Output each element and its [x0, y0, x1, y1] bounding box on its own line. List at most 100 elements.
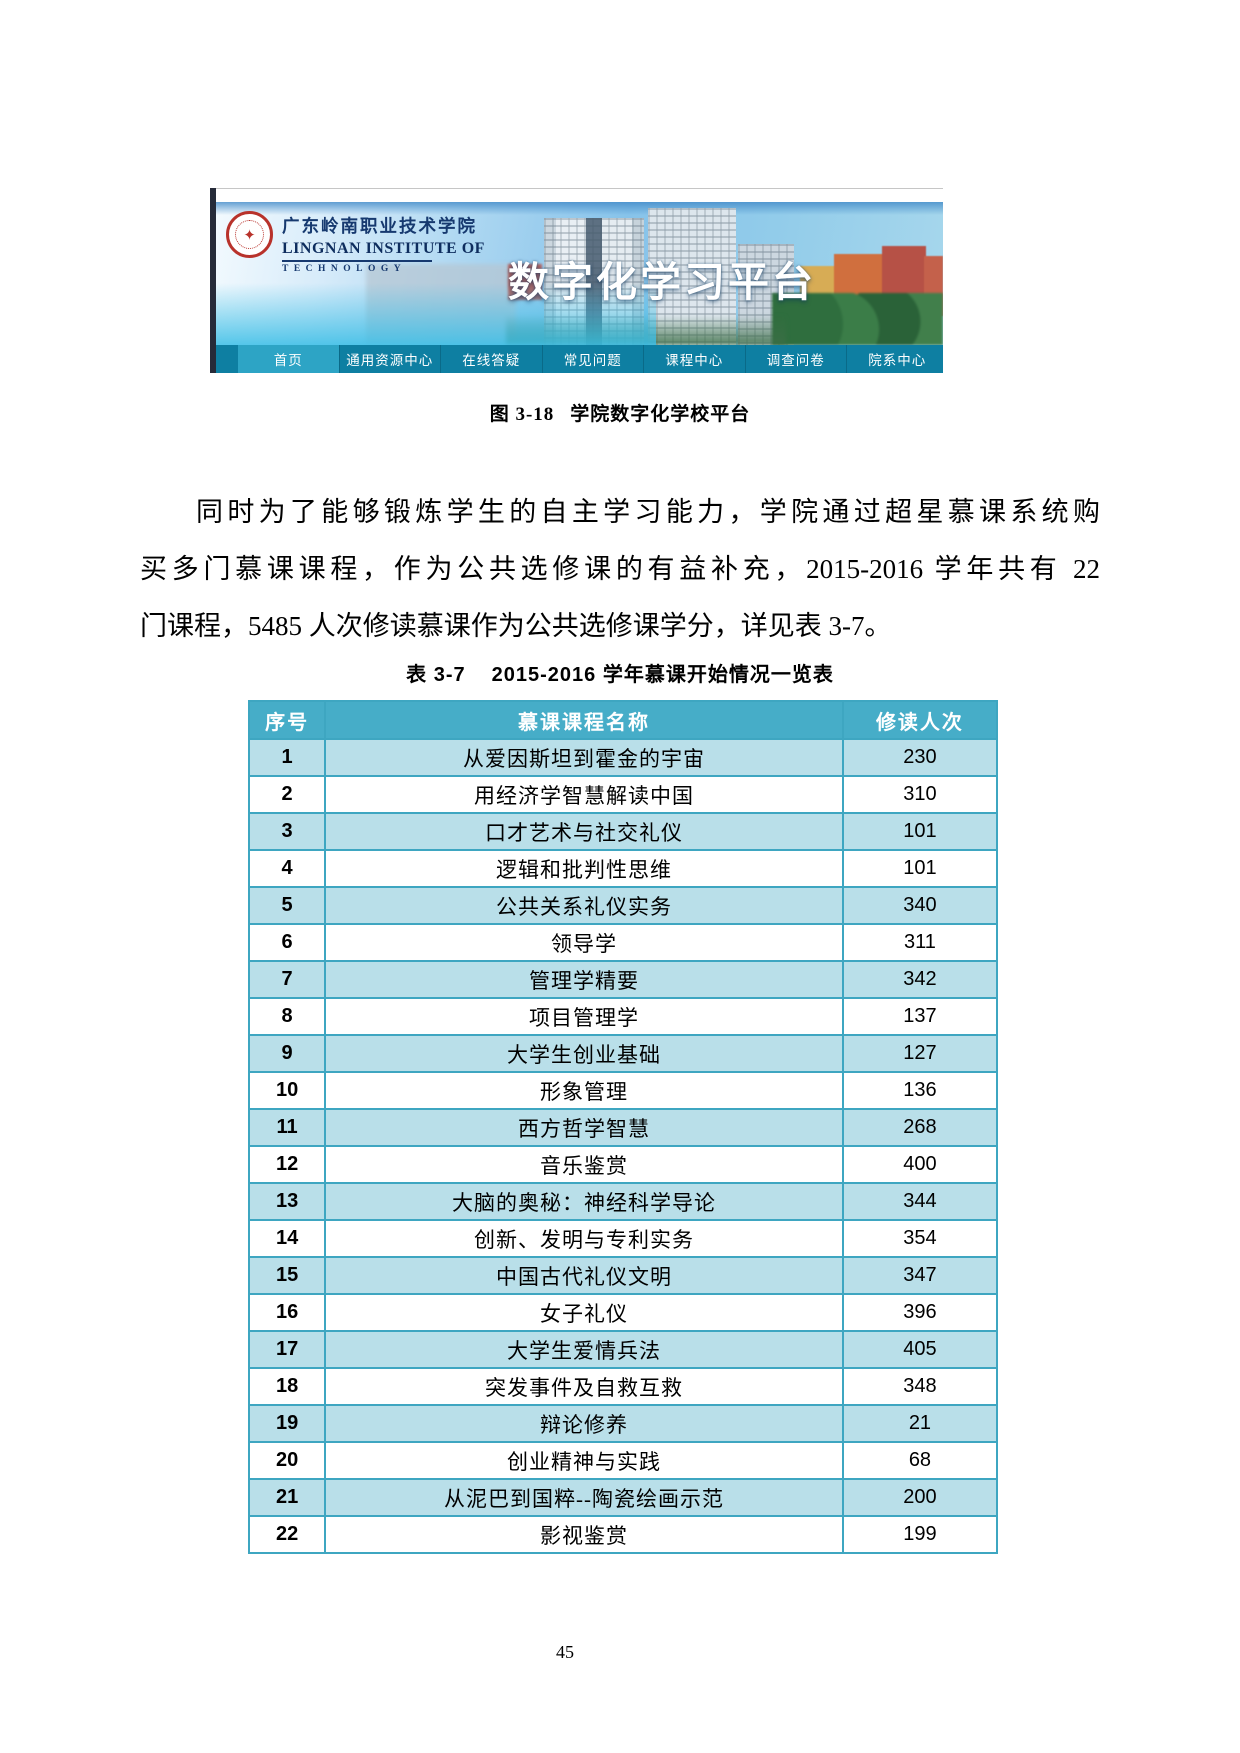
cell-enrollment: 199 [841, 1515, 999, 1554]
cell-index: 17 [247, 1330, 327, 1369]
paragraph-line: 买多门慕课课程，作为公共选修课的有益补充，2015-2016 学年共有 22 [140, 554, 1100, 584]
cell-enrollment: 101 [841, 812, 999, 851]
table-row: 16 女子礼仪 396 [247, 1293, 999, 1332]
cell-index: 14 [247, 1219, 327, 1258]
cell-course-name: 中国古代礼仪文明 [324, 1256, 844, 1295]
cell-enrollment: 268 [841, 1108, 999, 1147]
school-name-block: 广东岭南职业技术学院 LINGNAN INSTITUTE OF TECHNOLO… [282, 213, 485, 274]
cell-index: 16 [247, 1293, 327, 1332]
cell-enrollment: 405 [841, 1330, 999, 1369]
table-row: 15 中国古代礼仪文明 347 [247, 1256, 999, 1295]
table-row: 19 辩论修养 21 [247, 1404, 999, 1443]
table-row: 17 大学生爱情兵法 405 [247, 1330, 999, 1369]
cell-enrollment: 68 [841, 1441, 999, 1480]
table-row: 18 突发事件及自救互救 348 [247, 1367, 999, 1406]
cell-course-name: 口才艺术与社交礼仪 [324, 812, 844, 851]
cell-index: 15 [247, 1256, 327, 1295]
cell-course-name: 突发事件及自救互救 [324, 1367, 844, 1406]
table-caption-label: 表 3-7 [406, 664, 466, 686]
cell-course-name: 辩论修养 [324, 1404, 844, 1443]
cell-course-name: 项目管理学 [324, 997, 844, 1036]
table-row: 13 大脑的奥秘：神经科学导论 344 [247, 1182, 999, 1221]
table-row: 6 领导学 311 [247, 923, 999, 962]
cell-course-name: 领导学 [324, 923, 844, 962]
table-row: 10 形象管理 136 [247, 1071, 999, 1110]
table-row: 5 公共关系礼仪实务 340 [247, 886, 999, 925]
table-row: 21 从泥巴到国粹--陶瓷绘画示范 200 [247, 1478, 999, 1517]
figure-caption: 图 3-18 学院数字化学校平台 [0, 399, 1240, 426]
cell-index: 1 [247, 738, 327, 777]
cell-enrollment: 347 [841, 1256, 999, 1295]
table-row: 12 音乐鉴赏 400 [247, 1145, 999, 1184]
table-caption: 表 3-7 2015-2016 学年慕课开始情况一览表 [140, 658, 1100, 687]
cell-index: 8 [247, 997, 327, 1036]
cell-enrollment: 400 [841, 1145, 999, 1184]
cell-index: 2 [247, 775, 327, 814]
nav-item: 通用资源中心 [338, 345, 441, 373]
banner-glow-graphic [216, 283, 656, 345]
table-row: 22 影视鉴赏 199 [247, 1515, 999, 1554]
cell-course-name: 用经济学智慧解读中国 [324, 775, 844, 814]
school-name-cn: 广东岭南职业技术学院 [282, 216, 477, 236]
cell-course-name: 公共关系礼仪实务 [324, 886, 844, 925]
cell-enrollment: 344 [841, 1182, 999, 1221]
cell-enrollment: 127 [841, 1034, 999, 1073]
cell-enrollment: 310 [841, 775, 999, 814]
cell-course-name: 逻辑和批判性思维 [324, 849, 844, 888]
table-row: 7 管理学精要 342 [247, 960, 999, 999]
table-row: 8 项目管理学 137 [247, 997, 999, 1036]
nav-item: 在线答疑 [440, 345, 542, 373]
banner-trees-graphic [772, 293, 943, 345]
cell-index: 9 [247, 1034, 327, 1073]
nav-item: 院系中心 [846, 345, 948, 373]
banner-title: 数字化学习平台 [508, 259, 816, 305]
cell-enrollment: 21 [841, 1404, 999, 1443]
cell-enrollment: 136 [841, 1071, 999, 1110]
cell-index: 10 [247, 1071, 327, 1110]
table-row: 11 西方哲学智慧 268 [247, 1108, 999, 1147]
cell-enrollment: 311 [841, 923, 999, 962]
school-logo: ✦ [226, 211, 273, 258]
table-row: 3 口才艺术与社交礼仪 101 [247, 812, 999, 851]
cell-index: 4 [247, 849, 327, 888]
cell-enrollment: 200 [841, 1478, 999, 1517]
cell-enrollment: 230 [841, 738, 999, 777]
cell-index: 21 [247, 1478, 327, 1517]
table-row: 4 逻辑和批判性思维 101 [247, 849, 999, 888]
col-header-course-name: 慕课课程名称 [324, 700, 844, 740]
figure-caption-text: 学院数字化学校平台 [570, 404, 751, 425]
table-row: 1 从爱因斯坦到霍金的宇宙 230 [247, 738, 999, 777]
cell-index: 19 [247, 1404, 327, 1443]
school-name-en: LINGNAN INSTITUTE OF [282, 240, 485, 257]
cell-index: 22 [247, 1515, 327, 1554]
cell-enrollment: 348 [841, 1367, 999, 1406]
nav-item: 首页 [238, 345, 339, 373]
cell-index: 11 [247, 1108, 327, 1147]
cell-enrollment: 342 [841, 960, 999, 999]
col-header-enrollment: 修读人次 [841, 700, 999, 740]
school-seal-icon: ✦ [235, 220, 264, 249]
school-name-en-sub: TECHNOLOGY [282, 264, 407, 274]
cell-course-name: 从爱因斯坦到霍金的宇宙 [324, 738, 844, 777]
cell-course-name: 创新、发明与专利实务 [324, 1219, 844, 1258]
cell-enrollment: 101 [841, 849, 999, 888]
table-row: 14 创新、发明与专利实务 354 [247, 1219, 999, 1258]
cell-enrollment: 396 [841, 1293, 999, 1332]
cell-index: 13 [247, 1182, 327, 1221]
cell-course-name: 形象管理 [324, 1071, 844, 1110]
figure-screenshot: ✦ 广东岭南职业技术学院 LINGNAN INSTITUTE OF TECHNO… [210, 188, 943, 373]
screenshot-top-margin [210, 188, 943, 202]
paragraph-line: 门课程，5485 人次修读慕课作为公共选修课学分，详见表 3-7。 [140, 611, 892, 641]
col-header-index: 序号 [247, 700, 327, 740]
cell-course-name: 西方哲学智慧 [324, 1108, 844, 1147]
cell-course-name: 大学生创业基础 [324, 1034, 844, 1073]
table-row: 9 大学生创业基础 127 [247, 1034, 999, 1073]
table-caption-text: 2015-2016 学年慕课开始情况一览表 [491, 664, 834, 686]
cell-index: 20 [247, 1441, 327, 1480]
cell-enrollment: 354 [841, 1219, 999, 1258]
table-body: 1 从爱因斯坦到霍金的宇宙 230 2 用经济学智慧解读中国 310 3 口才艺… [247, 738, 999, 1554]
cell-enrollment: 340 [841, 886, 999, 925]
cell-index: 6 [247, 923, 327, 962]
school-name-divider [282, 260, 432, 262]
